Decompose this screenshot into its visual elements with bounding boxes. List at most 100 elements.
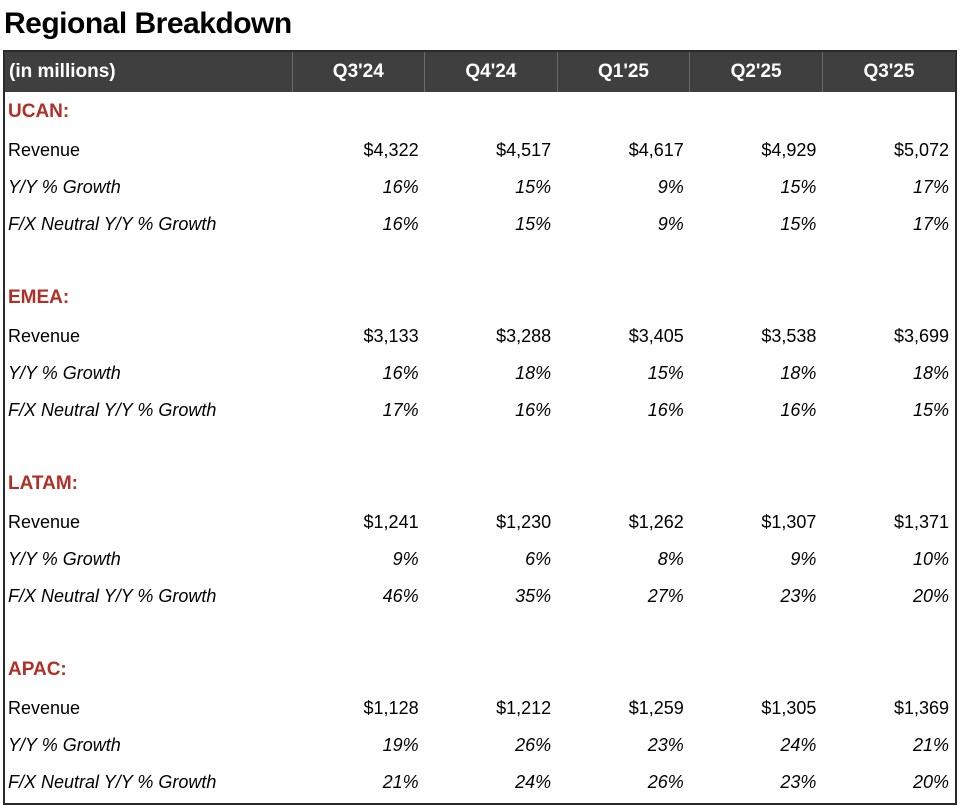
table-cell: 24% [780,735,817,755]
table-cell: 35% [515,586,552,606]
table-cell: 23% [780,772,817,792]
row-label: Y/Y % Growth [8,177,121,197]
row-label: Revenue [8,140,81,160]
table-row-ucan-revenue: Revenue $4,322 $4,517 $4,617 $4,929 $5,072 [5,132,955,169]
section-label-ucan: UCAN: [8,101,70,122]
row-label: Revenue [8,512,81,532]
table-cell: $1,212 [496,698,552,718]
table-cell: 18% [912,363,949,383]
table-cell: 17% [912,214,949,234]
header-row: (in millions) Q3'24 Q4'24 Q1'25 Q2'25 Q3… [5,52,955,92]
table-cell: 9% [790,549,817,569]
table-cell: 17% [912,177,949,197]
table-row-apac-fx-neutral-growth: F/X Neutral Y/Y % Growth 21% 24% 26% 23% 20% [5,764,955,801]
row-label: F/X Neutral Y/Y % Growth [8,400,217,420]
table-cell: 17% [382,400,419,420]
table-cell: 15% [780,214,817,234]
table-cell: 26% [647,772,684,792]
table-cell: $4,517 [496,140,552,160]
table-cell: 20% [912,586,949,606]
section-header-row: LATAM: [5,464,955,504]
table-cell: 15% [515,214,552,234]
column-header: Q3'24 [292,52,426,92]
table-cell: $1,369 [893,698,949,718]
column-header: Q4'24 [424,52,558,92]
column-header: Q2'25 [689,52,823,92]
table-cell: 21% [382,772,419,792]
table-cell: $1,371 [893,512,949,532]
row-label: Y/Y % Growth [8,363,121,383]
spacer-cell [5,243,955,278]
row-label: Revenue [8,698,81,718]
table-row-apac-yy-growth: Y/Y % Growth 19% 26% 23% 24% 21% [5,727,955,764]
table-body: UCAN: Revenue $4,322 $4,517 $4,617 $4,929 $5,0… [5,92,955,801]
table-cell: $4,322 [363,140,419,160]
table-cell: 9% [657,177,684,197]
table-cell: 6% [525,549,552,569]
table-cell: 16% [382,177,419,197]
table-row-emea-yy-growth: Y/Y % Growth 16% 18% 15% 18% 18% [5,355,955,392]
column-header: Q3'25 [822,52,955,92]
table-cell: $1,128 [363,698,419,718]
table-cell: 9% [392,549,419,569]
table-cell: $4,929 [761,140,817,160]
table-cell: 21% [912,735,949,755]
section-header-row: UCAN: [5,92,955,132]
row-label: Y/Y % Growth [8,735,121,755]
table-cell: $3,133 [363,326,419,346]
section-label-latam: LATAM: [8,473,78,494]
table-cell: 46% [382,586,419,606]
table-row-apac-revenue: Revenue $1,128 $1,212 $1,259 $1,305 $1,369 [5,690,955,727]
section-label-apac: APAC: [8,659,67,680]
table-cell: 19% [382,735,419,755]
row-label: Revenue [8,326,81,346]
row-label: F/X Neutral Y/Y % Growth [8,772,217,792]
table-cell: $1,241 [363,512,419,532]
table-cell: $1,259 [628,698,684,718]
table-cell: $3,699 [893,326,949,346]
table-cell: $4,617 [628,140,684,160]
regional-breakdown-table: (in millions) Q3'24 Q4'24 Q1'25 Q2'25 Q3… [3,50,957,805]
table-row-emea-fx-neutral-growth: F/X Neutral Y/Y % Growth 17% 16% 16% 16% 15% [5,392,955,429]
table-cell: 9% [657,214,684,234]
table-cell: 8% [657,549,684,569]
table-cell: $1,230 [496,512,552,532]
row-label: F/X Neutral Y/Y % Growth [8,586,217,606]
section-header-row: EMEA: [5,278,955,318]
table-row-latam-yy-growth: Y/Y % Growth 9% 6% 8% 9% 10% [5,541,955,578]
table-cell: $1,307 [761,512,817,532]
table-cell: 16% [515,400,552,420]
table-cell: 20% [912,772,949,792]
table-cell: 18% [780,363,817,383]
table-row-emea-revenue: Revenue $3,133 $3,288 $3,405 $3,538 $3,699 [5,318,955,355]
table-cell: 16% [382,214,419,234]
table-row-latam-fx-neutral-growth: F/X Neutral Y/Y % Growth 46% 35% 27% 23% 20% [5,578,955,615]
table-cell: 24% [515,772,552,792]
table-cell: 23% [780,586,817,606]
table-cell: 16% [647,400,684,420]
section-header-row: APAC: [5,650,955,690]
section-label-emea: EMEA: [8,287,70,308]
section-spacer [5,615,955,650]
table-cell: 27% [647,586,684,606]
table-cell: $3,288 [496,326,552,346]
table-cell: 15% [912,400,949,420]
table-cell: $1,262 [628,512,684,532]
table-cell: 18% [515,363,552,383]
column-header: Q1'25 [557,52,691,92]
table-row-ucan-yy-growth: Y/Y % Growth 16% 15% 9% 15% 17% [5,169,955,206]
table-cell: $1,305 [761,698,817,718]
table-cell: 15% [780,177,817,197]
section-spacer [5,243,955,278]
table-cell: 15% [515,177,552,197]
table-cell: $5,072 [893,140,949,160]
unit-label-header: (in millions) [5,52,293,92]
table-row-ucan-fx-neutral-growth: F/X Neutral Y/Y % Growth 16% 15% 9% 15% 17% [5,206,955,243]
page-title: Regional Breakdown [4,7,292,40]
row-label: F/X Neutral Y/Y % Growth [8,214,217,234]
table-row-latam-revenue: Revenue $1,241 $1,230 $1,262 $1,307 $1,371 [5,504,955,541]
spacer-cell [5,615,955,650]
table-cell: 16% [382,363,419,383]
data-table: (in millions) Q3'24 Q4'24 Q1'25 Q2'25 Q3… [5,52,955,801]
table-cell: 15% [647,363,684,383]
